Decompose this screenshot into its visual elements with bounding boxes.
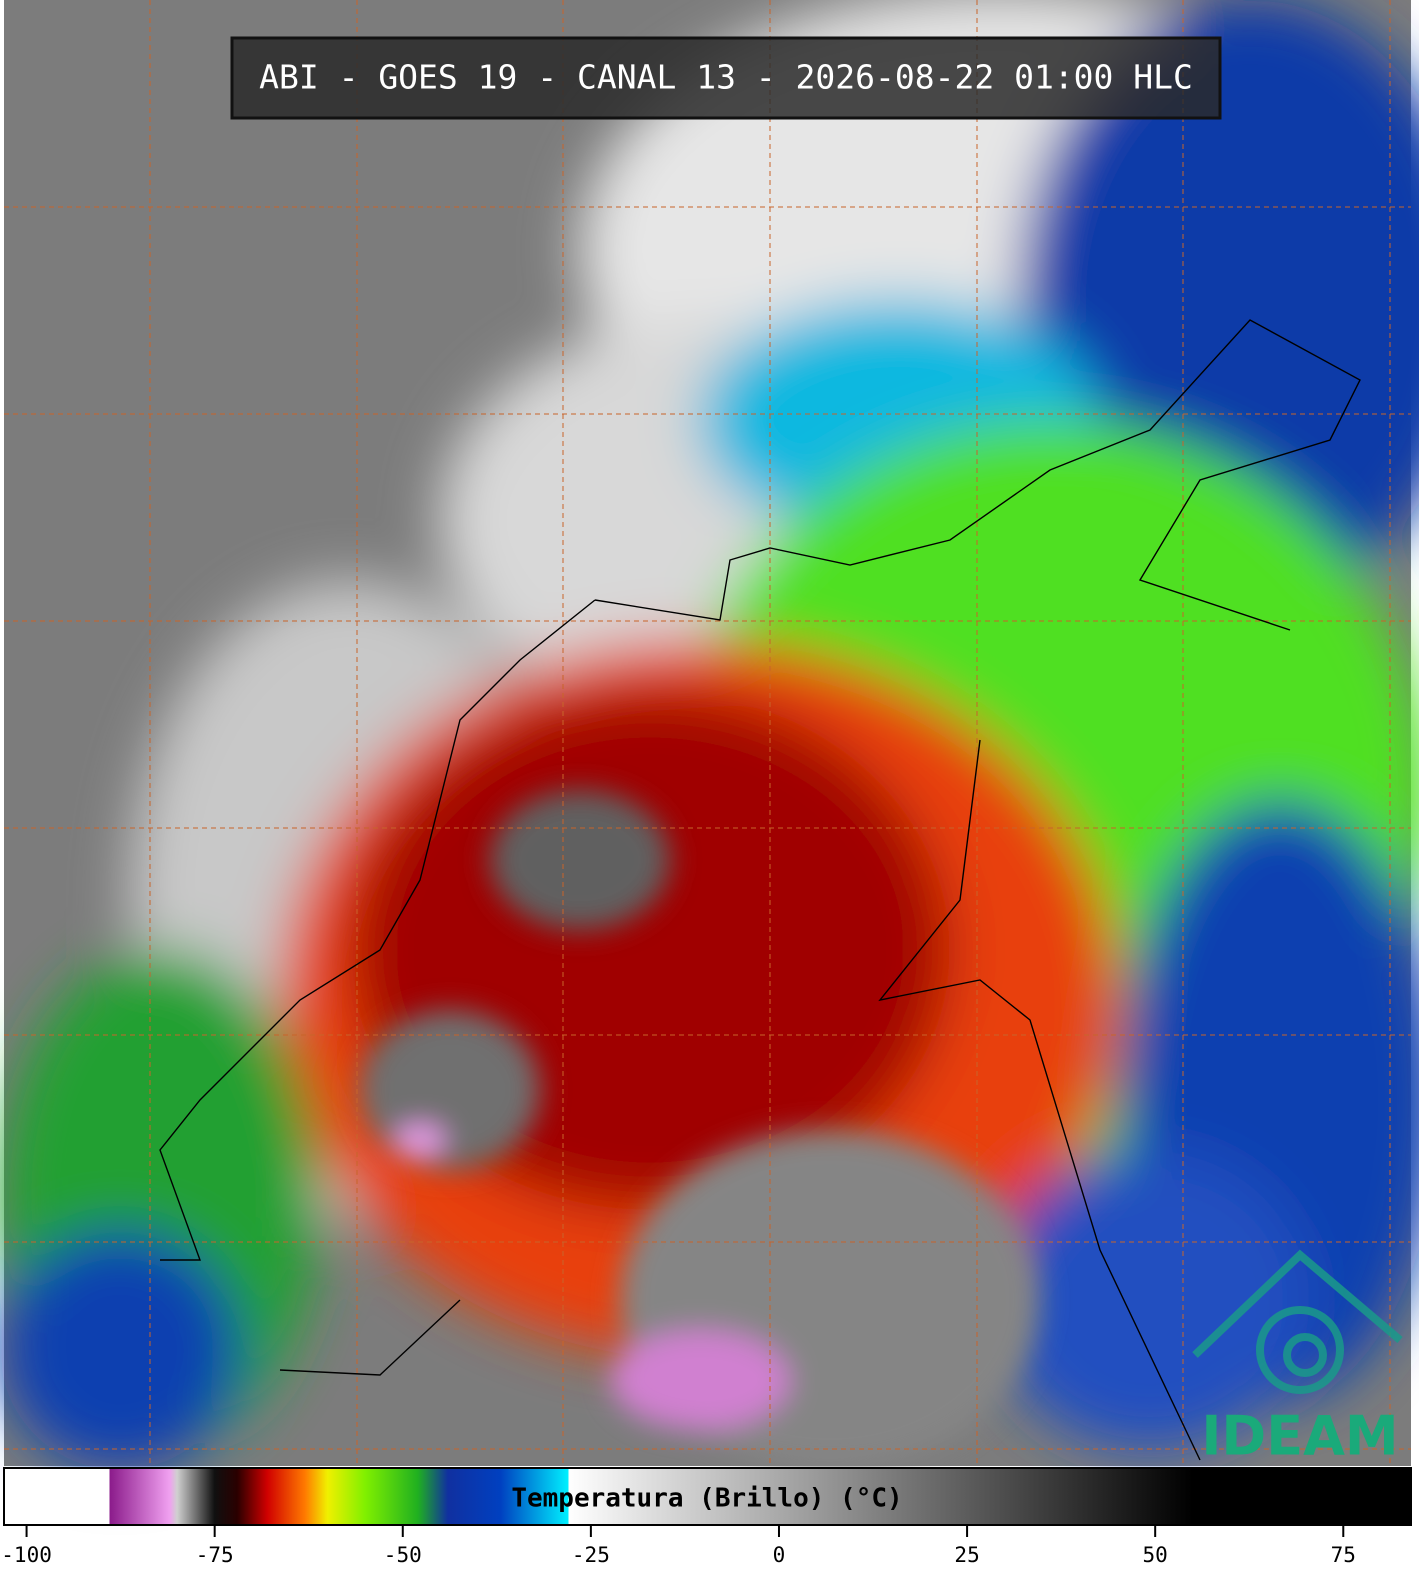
logo-text: IDEAM [1201, 1405, 1398, 1468]
title: ABI - GOES 19 - CANAL 13 - 2026-08-22 01… [259, 58, 1193, 97]
tick-label: 25 [954, 1543, 979, 1567]
tick-label: 75 [1331, 1543, 1356, 1567]
colorbar: Temperatura (Brillo) (°C) -100 -75 -50 -25 0… [1, 1467, 1412, 1567]
tick-label: 0 [773, 1543, 786, 1567]
tick-label: -75 [196, 1543, 234, 1567]
satellite-image: ABI - GOES 19 - CANAL 13 - 2026-08-22 01… [0, 0, 1419, 1470]
colorbar-label: Temperatura (Brillo) (°C) [511, 1484, 902, 1514]
tick-label: 50 [1143, 1543, 1168, 1567]
logo-mark [1192, 1249, 1403, 1394]
tick-label: -50 [384, 1543, 422, 1567]
colorbar-gradient [3, 1467, 1412, 1526]
tick-label: -25 [572, 1543, 610, 1567]
tick-label: -100 [1, 1543, 52, 1567]
